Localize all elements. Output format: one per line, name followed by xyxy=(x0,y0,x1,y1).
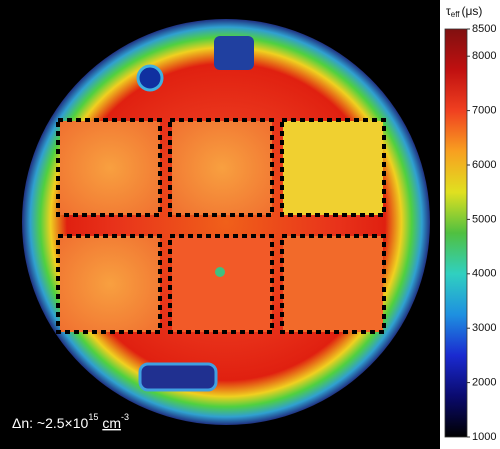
colorbar-tick-label: 8500 xyxy=(472,23,496,35)
annotation-exponent: 15 xyxy=(88,412,98,422)
wafer-features xyxy=(60,36,383,392)
colorbar-tick-label: 3000 xyxy=(472,322,496,334)
colorbar-tick-label: 4000 xyxy=(472,268,496,280)
colorbar-tick-label: 8000 xyxy=(472,50,496,62)
colorbar-tick-label: 1000 xyxy=(472,431,496,443)
wafer xyxy=(22,19,430,425)
region-boxes xyxy=(56,118,386,334)
colorbar-tick-label: 7000 xyxy=(472,105,496,117)
annotation: Δn: ~2.5×1015 cm-3 xyxy=(12,412,129,430)
colorbar-tick-label: 6000 xyxy=(472,159,496,171)
colorbar-label: τeff (μs) xyxy=(446,4,482,19)
colorbar-subscript: eff xyxy=(451,10,461,19)
colorbar-tick-label: 5000 xyxy=(472,213,496,225)
colorbar xyxy=(444,28,468,438)
annotation-text: Δn: ~2.5×10 xyxy=(12,415,89,431)
colorbar-unit: (μs) xyxy=(462,4,483,18)
annotation-unit: cm xyxy=(102,415,121,431)
annotation-unit-exponent: -3 xyxy=(121,412,129,422)
colorbar-symbol: τ xyxy=(446,4,451,18)
colorbar-tick-label: 2000 xyxy=(472,377,496,389)
